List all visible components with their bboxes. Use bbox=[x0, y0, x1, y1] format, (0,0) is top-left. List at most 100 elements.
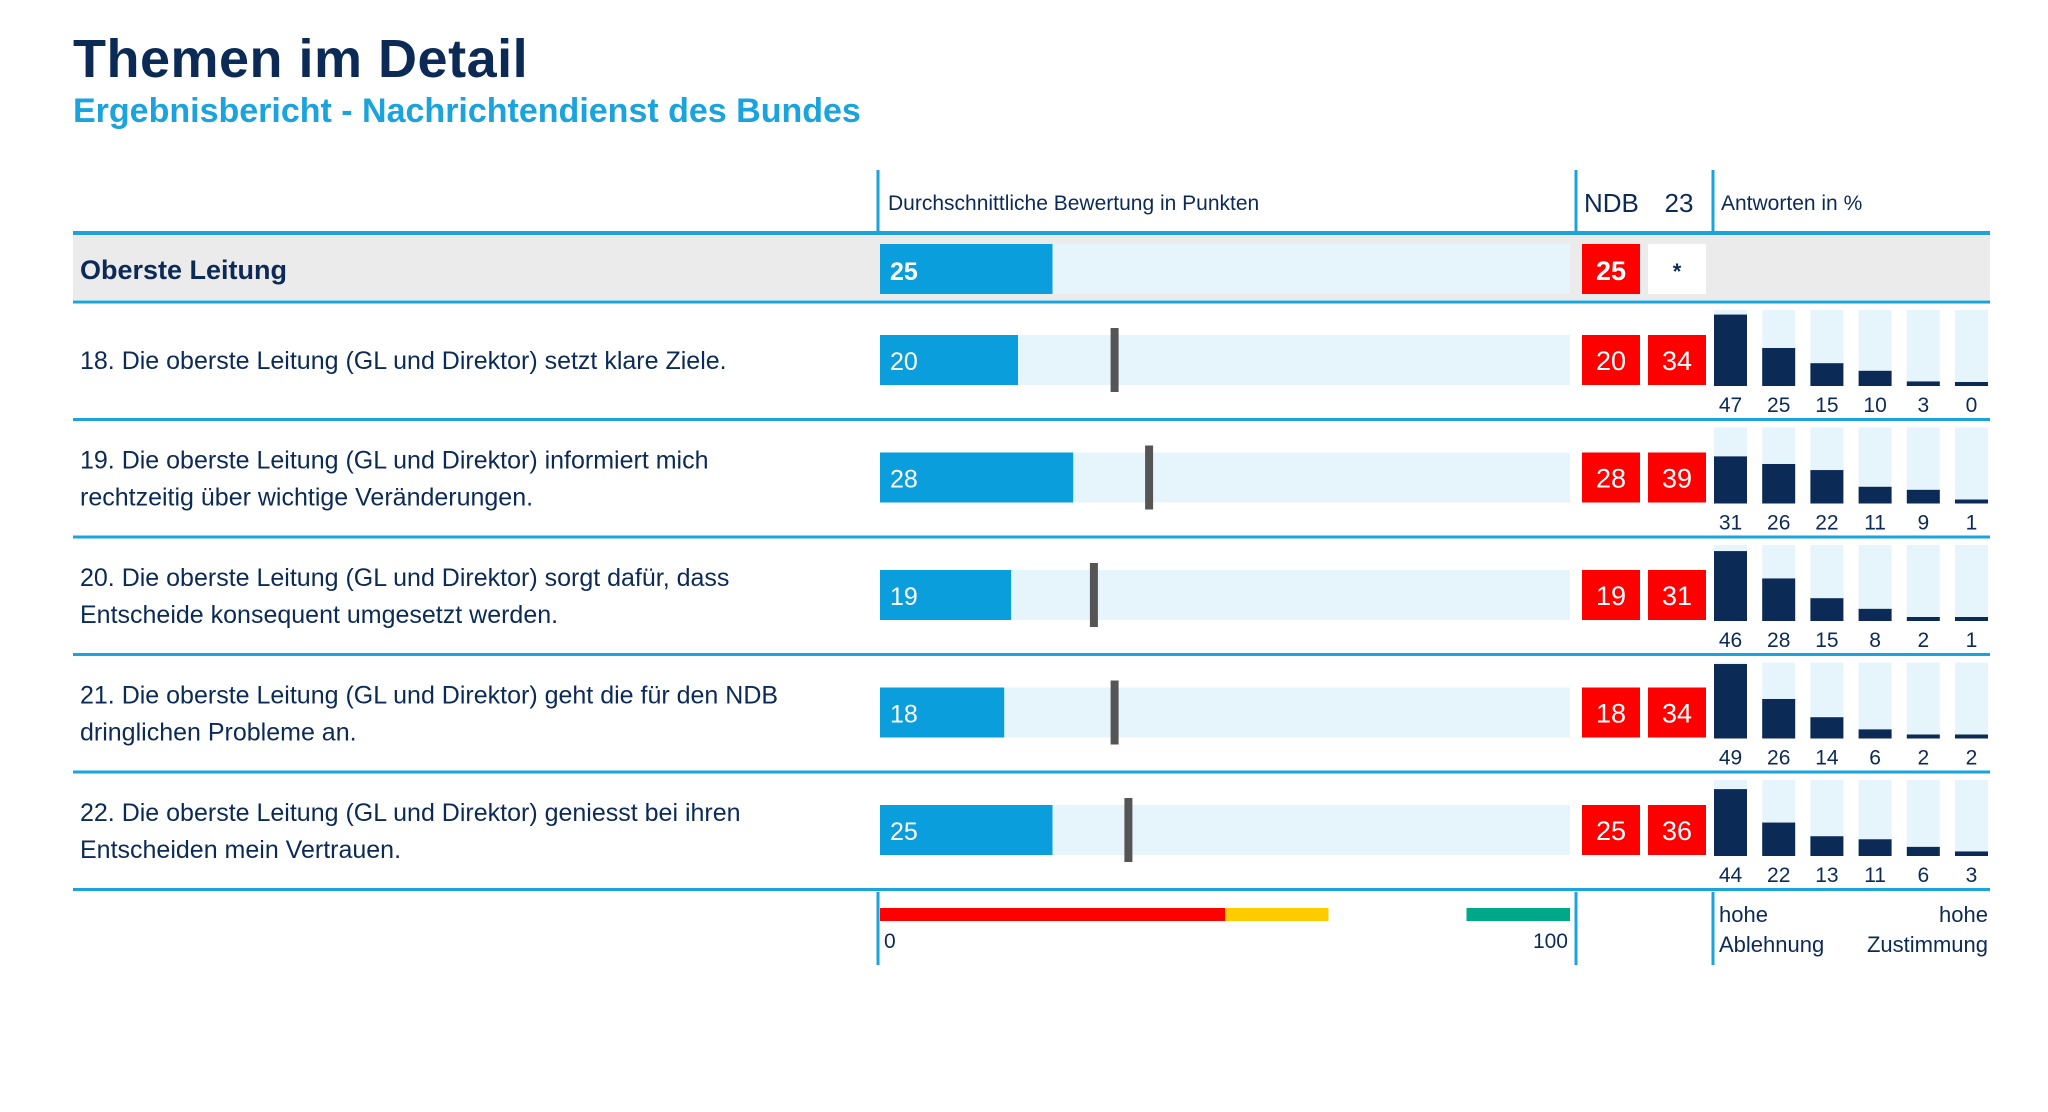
question-label: dringlichen Probleme an. bbox=[80, 719, 357, 747]
answer-bar bbox=[1955, 617, 1988, 621]
scale-band bbox=[1466, 908, 1570, 921]
answer-bar bbox=[1858, 486, 1892, 504]
answer-percent-label: 28 bbox=[1767, 629, 1790, 652]
ndb-value: 18 bbox=[1596, 699, 1626, 729]
answer-bar bbox=[1955, 851, 1988, 856]
answer-bar-track bbox=[1955, 427, 1988, 504]
answer-bar bbox=[1714, 314, 1747, 386]
answer-bar bbox=[1714, 789, 1747, 856]
ndb-value: 28 bbox=[1596, 464, 1626, 494]
answer-percent-label: 3 bbox=[1966, 864, 1978, 887]
answer-percent-label: 1 bbox=[1966, 629, 1978, 652]
answer-percent-label: 1 bbox=[1966, 512, 1978, 535]
question-label: 19. Die oberste Leitung (GL und Direktor… bbox=[80, 447, 709, 475]
answer-bar bbox=[1906, 734, 1940, 739]
answer-bar bbox=[1714, 551, 1747, 621]
ndb-value-box bbox=[1582, 570, 1640, 620]
answer-percent-label: 44 bbox=[1719, 864, 1743, 887]
answer-percent-label: 14 bbox=[1815, 747, 1839, 770]
scale-band bbox=[1225, 908, 1329, 921]
value-bar bbox=[880, 570, 1012, 620]
answer-percent-label: 2 bbox=[1966, 747, 1978, 770]
answer-bar bbox=[1906, 617, 1940, 621]
answer-percent-label: 31 bbox=[1719, 512, 1742, 535]
bar-value-label: 19 bbox=[890, 583, 918, 611]
answer-percent-label: 15 bbox=[1815, 394, 1838, 417]
answer-bar-track bbox=[1955, 780, 1988, 856]
page-title: Themen im Detail bbox=[73, 29, 529, 89]
answer-percent-label: 26 bbox=[1767, 747, 1790, 770]
summary-year-box bbox=[1648, 244, 1706, 294]
answer-percent-label: 10 bbox=[1863, 394, 1886, 417]
rejection-label: Ablehnung bbox=[1719, 932, 1824, 957]
answer-bar-track bbox=[1906, 545, 1940, 621]
year-value-box bbox=[1648, 687, 1706, 738]
ndb-value-box bbox=[1582, 452, 1640, 503]
answer-percent-label: 26 bbox=[1767, 512, 1790, 535]
answer-bar bbox=[1762, 698, 1796, 739]
answer-percent-label: 6 bbox=[1917, 864, 1929, 887]
scale-max-label: 100 bbox=[1533, 930, 1568, 953]
answer-bar-track bbox=[1906, 310, 1940, 386]
answer-bar-track bbox=[1955, 545, 1988, 621]
year-value-box bbox=[1648, 805, 1706, 855]
ndb-value: 20 bbox=[1596, 346, 1626, 376]
answer-bar bbox=[1762, 578, 1796, 621]
answer-percent-label: 46 bbox=[1719, 629, 1742, 652]
answer-bar-track bbox=[1858, 545, 1892, 621]
approval-label: Zustimmung bbox=[1867, 932, 1988, 957]
question-label: 20. Die oberste Leitung (GL und Direktor… bbox=[80, 564, 729, 592]
year-column-header: 23 bbox=[1665, 188, 1694, 218]
answer-bar bbox=[1906, 381, 1940, 386]
answer-bar bbox=[1955, 499, 1988, 504]
question-label: Entscheiden mein Vertrauen. bbox=[80, 836, 401, 864]
ndb-column-header: NDB bbox=[1584, 188, 1639, 218]
value-bar bbox=[880, 452, 1074, 503]
answer-percent-label: 8 bbox=[1869, 629, 1881, 652]
answer-percent-label: 22 bbox=[1767, 864, 1790, 887]
answer-bar bbox=[1810, 470, 1844, 504]
reference-marker bbox=[1110, 680, 1119, 745]
answer-bar-track bbox=[1955, 662, 1988, 739]
bar-value-label: 25 bbox=[890, 818, 918, 846]
scale-band bbox=[880, 908, 1225, 921]
answer-bar bbox=[1906, 846, 1940, 856]
answer-bar bbox=[1714, 664, 1747, 739]
answer-bar bbox=[1858, 370, 1892, 386]
rejection-label: hohe bbox=[1719, 902, 1768, 927]
answer-percent-label: 2 bbox=[1917, 629, 1929, 652]
year-value-box bbox=[1648, 570, 1706, 620]
answer-bar bbox=[1858, 729, 1892, 739]
answer-percent-label: 11 bbox=[1864, 864, 1886, 887]
answer-bar bbox=[1762, 463, 1796, 504]
answer-bar bbox=[1762, 348, 1796, 386]
answer-bar bbox=[1858, 839, 1892, 856]
question-label: 18. Die oberste Leitung (GL und Direktor… bbox=[80, 347, 727, 375]
year-value: 34 bbox=[1662, 699, 1692, 729]
summary-bar-value: 25 bbox=[890, 258, 918, 286]
approval-label: hohe bbox=[1939, 902, 1988, 927]
answer-bar bbox=[1810, 717, 1844, 739]
answer-bar bbox=[1810, 836, 1844, 856]
ndb-value: 25 bbox=[1596, 816, 1626, 846]
year-value-box bbox=[1648, 335, 1706, 385]
answer-bar-track bbox=[1906, 662, 1940, 739]
answer-percent-label: 11 bbox=[1864, 512, 1886, 535]
answer-percent-label: 0 bbox=[1966, 394, 1978, 417]
ndb-value-box bbox=[1582, 335, 1640, 385]
answer-percent-label: 15 bbox=[1815, 629, 1838, 652]
ndb-value: 19 bbox=[1596, 581, 1626, 611]
reference-marker bbox=[1124, 798, 1133, 862]
page-subtitle: Ergebnisbericht - Nachrichtendienst des … bbox=[73, 92, 861, 130]
question-label: Entscheide konsequent umgesetzt werden. bbox=[80, 601, 558, 629]
reference-marker bbox=[1089, 563, 1098, 627]
bar-value-label: 20 bbox=[890, 348, 918, 376]
answer-bar-track bbox=[1955, 310, 1988, 386]
answer-bar bbox=[1858, 608, 1892, 621]
answer-bar-track bbox=[1906, 780, 1940, 856]
bar-value-label: 18 bbox=[890, 701, 918, 729]
answer-bar bbox=[1810, 363, 1844, 386]
bar-value-label: 28 bbox=[890, 466, 918, 494]
answer-percent-label: 2 bbox=[1917, 747, 1929, 770]
